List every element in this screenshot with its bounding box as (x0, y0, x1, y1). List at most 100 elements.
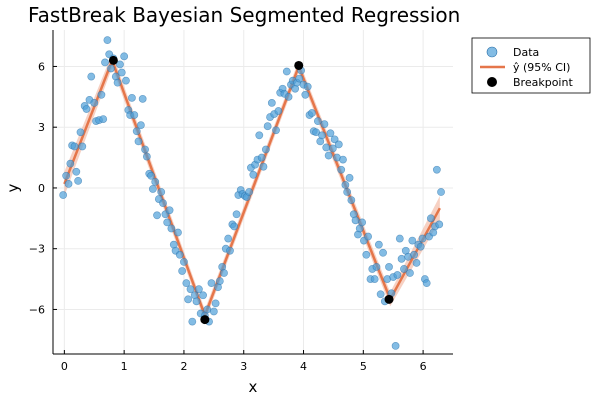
data-point-25 (113, 78, 122, 87)
data-point-59 (184, 295, 193, 304)
data-point-166 (408, 236, 417, 245)
data-point-168 (412, 258, 421, 267)
data-point-44 (153, 211, 161, 220)
data-point-58 (182, 279, 191, 288)
data-point-160 (395, 234, 404, 243)
data-point-43 (151, 177, 160, 186)
data-point-6 (72, 167, 81, 176)
data-point-41 (147, 171, 155, 180)
data-point-180 (437, 188, 445, 196)
data-point-132 (337, 165, 346, 174)
data-point-27 (117, 68, 126, 77)
data-point-127 (326, 129, 335, 138)
data-point-178 (432, 165, 441, 174)
x-tick-label-3: 3 (240, 360, 247, 373)
data-point-7 (74, 176, 83, 185)
data-point-171 (418, 234, 427, 243)
data-point-28 (120, 52, 129, 61)
data-point-63 (192, 297, 201, 306)
chart-title: FastBreak Bayesian Segmented Regression (28, 3, 460, 27)
data-point-2 (64, 179, 73, 188)
y-axis-label: y (4, 183, 22, 192)
data-point-64 (194, 285, 203, 294)
data-point-79 (226, 246, 234, 255)
data-point-66 (199, 291, 207, 300)
data-point-139 (351, 216, 360, 225)
data-point-170 (416, 242, 425, 251)
data-point-136 (345, 173, 354, 182)
data-point-37 (138, 94, 147, 103)
data-point-148 (370, 275, 379, 283)
data-point-155 (385, 263, 393, 271)
data-point-56 (178, 267, 187, 275)
y-tick-label-0: −6 (29, 303, 45, 316)
data-point-118 (307, 109, 316, 117)
data-point-88 (245, 188, 254, 196)
data-point-81 (230, 222, 239, 231)
data-point-106 (282, 67, 291, 76)
x-axis-ticks: 0 1 2 3 4 5 6 (61, 350, 427, 373)
data-point-34 (132, 127, 141, 136)
y-tick-label-2: 0 (38, 182, 45, 195)
breakpoint-3 (384, 294, 394, 304)
data-point-167 (410, 250, 419, 259)
data-point-125 (322, 143, 331, 152)
data-point-35 (134, 137, 143, 146)
data-point-26 (116, 60, 124, 69)
data-point-61 (188, 317, 197, 326)
data-point-124 (320, 120, 329, 129)
data-point-82 (232, 210, 241, 219)
plot-area: 0 1 2 3 4 5 6 −6 −3 0 3 6 (29, 30, 453, 373)
data-point-36 (136, 121, 145, 130)
data-points-layer (59, 36, 445, 350)
data-point-150 (374, 240, 383, 249)
data-point-57 (180, 257, 188, 266)
data-point-149 (372, 263, 381, 271)
data-point-123 (318, 131, 326, 140)
data-point-175 (426, 214, 435, 223)
data-point-14 (90, 99, 99, 107)
breakpoint-0 (108, 55, 118, 65)
legend-breakpoint-marker (487, 77, 497, 87)
data-point-107 (284, 92, 293, 101)
x-tick-label-0: 0 (61, 360, 68, 373)
data-point-17 (97, 90, 106, 99)
data-point-39 (142, 152, 151, 161)
data-point-90 (249, 170, 258, 179)
data-point-54 (174, 228, 182, 237)
data-point-102 (274, 107, 283, 115)
data-point-13 (87, 72, 96, 81)
data-point-161 (397, 254, 406, 263)
x-tick-label-6: 6 (420, 360, 427, 373)
data-point-18 (99, 115, 108, 123)
data-point-152 (379, 248, 387, 257)
data-point-50 (165, 206, 174, 215)
data-point-19 (101, 58, 109, 67)
data-point-159 (393, 271, 402, 279)
data-point-42 (148, 185, 157, 193)
data-point-162 (400, 265, 408, 273)
data-point-74 (215, 277, 224, 285)
x-tick-label-4: 4 (300, 360, 307, 373)
data-point-95 (259, 162, 268, 171)
x-axis-label: x (249, 378, 258, 396)
legend-fit-label: ŷ (95% CI) (513, 61, 570, 74)
data-point-70 (207, 279, 216, 288)
data-point-131 (334, 140, 343, 149)
data-point-29 (122, 76, 130, 85)
data-point-1 (62, 171, 71, 180)
data-point-97 (263, 122, 272, 131)
data-point-115 (301, 90, 310, 99)
data-point-142 (358, 218, 367, 227)
data-point-33 (130, 111, 139, 119)
data-point-179 (435, 220, 444, 229)
data-point-99 (267, 99, 276, 107)
data-point-5 (70, 142, 79, 151)
x-tick-label-5: 5 (360, 360, 367, 373)
data-point-121 (313, 117, 322, 126)
data-point-38 (141, 145, 149, 154)
y-tick-label-4: 6 (38, 60, 45, 73)
data-point-55 (175, 250, 184, 259)
data-point-134 (341, 181, 350, 189)
